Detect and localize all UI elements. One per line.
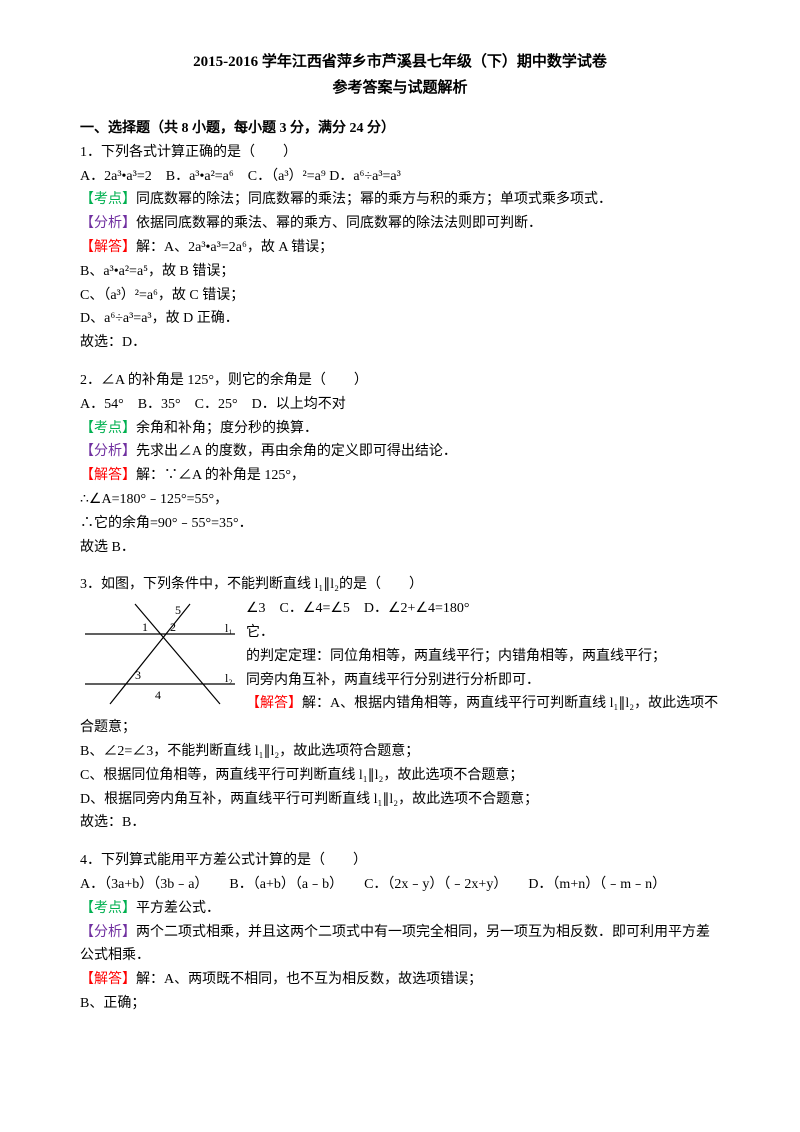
q1-options: A．2a³•a³=2 B．a³•a²=a⁶ C．（a³）²=a⁹ D．a⁶÷a³… [80,165,720,189]
fenxi-label: 【分析】 [80,925,136,940]
q3-stem: 3．如图，下列条件中，不能判断直线 l₁∥l₂的是（ ） [80,573,720,597]
q1-answer: 故选：D． [80,331,720,355]
q2-jieda: 【解答】解：∵∠A 的补角是 125°， [80,464,720,488]
q1-jieda4: D、a⁶÷a³=a³，故 D 正确． [80,307,720,331]
diagram-label-5: 5 [175,603,181,617]
kaodian-label: 【考点】 [80,901,136,916]
page-subtitle: 参考答案与试题解析 [80,76,720,102]
kaodian-label: 【考点】 [80,421,136,436]
q4-jieda: 【解答】解：A、两项既不相同，也不互为相反数，故选项错误； [80,968,720,992]
q2-jieda3: ∴它的余角=90°﹣55°=35°． [80,512,720,536]
diagram-label-1: 1 [142,620,148,634]
diagram-label-4: 4 [155,688,161,702]
q1-fenxi: 【分析】依据同底数幂的乘法、幂的乘方、同底数幂的除法法则即可判断． [80,212,720,236]
q1-kaodian-text: 同底数幂的除法；同底数幂的乘法；幂的乘方与积的乘方；单项式乘多项式． [136,192,612,207]
diagram-label-l1: l₁ [225,621,233,635]
q2-fenxi: 【分析】先求出∠A 的度数，再由余角的定义即可得出结论． [80,440,720,464]
geometry-diagram: 5 1 2 3 4 l₁ l₂ [80,599,240,709]
q2-kaodian-text: 余角和补角；度分秒的换算． [136,421,318,436]
diagram-label-2: 2 [170,620,176,634]
q4-kaodian-text: 平方差公式． [136,901,220,916]
jieda-label: 【解答】 [80,240,136,255]
q2-answer: 故选 B． [80,536,720,560]
diagram-label-l2: l₂ [225,671,233,685]
q4-jieda1: 解：A、两项既不相同，也不互为相反数，故选项错误； [136,972,482,987]
q2-fenxi-text: 先求出∠A 的度数，再由余角的定义即可得出结论． [136,444,457,459]
q4-fenxi: 【分析】两个二项式相乘，并且这两个二项式中有一项完全相同，另一项互为相反数．即可… [80,921,720,969]
q2-jieda2: ∴∠A=180°﹣125°=55°， [80,488,720,512]
jieda-label: 【解答】 [80,468,136,483]
question-2: 2．∠A 的补角是 125°，则它的余角是（ ） A．54° B．35° C．2… [80,369,720,559]
q1-fenxi-text: 依据同底数幂的乘法、幂的乘方、同底数幂的除法法则即可判断． [136,216,542,231]
page-title: 2015-2016 学年江西省萍乡市芦溪县七年级（下）期中数学试卷 [80,50,720,76]
fenxi-label: 【分析】 [80,216,136,231]
q1-stem: 1．下列各式计算正确的是（ ） [80,141,720,165]
q1-kaodian: 【考点】同底数幂的除法；同底数幂的乘法；幂的乘方与积的乘方；单项式乘多项式． [80,188,720,212]
question-3: 3．如图，下列条件中，不能判断直线 l₁∥l₂的是（ ） 5 1 2 3 4 l… [80,573,720,835]
q2-options: A．54° B．35° C．25° D．以上均不对 [80,393,720,417]
q4-jieda2: B、正确； [80,992,720,1016]
jieda-label: 【解答】 [246,696,302,711]
question-1: 1．下列各式计算正确的是（ ） A．2a³•a³=2 B．a³•a²=a⁶ C．… [80,141,720,355]
q4-kaodian: 【考点】平方差公式． [80,897,720,921]
q1-jieda1: 解：A、2a³•a³=2a⁶，故 A 错误； [136,240,333,255]
diagram-label-3: 3 [135,668,141,682]
q4-options: A．（3a+b）（3b﹣a） B．（a+b）（a﹣b） C．（2x﹣y）（﹣2x… [80,873,720,897]
q3-answer: 故选：B． [80,811,720,835]
q3-jieda3: C、根据同位角相等，两直线平行可判断直线 l₁∥l₂，故此选项不合题意； [80,764,720,788]
q3-jieda2: B、∠2=∠3，不能判断直线 l₁∥l₂，故此选项符合题意； [80,740,720,764]
q2-kaodian: 【考点】余角和补角；度分秒的换算． [80,417,720,441]
question-4: 4．下列算式能用平方差公式计算的是（ ） A．（3a+b）（3b﹣a） B．（a… [80,849,720,1016]
section-header: 一、选择题（共 8 小题，每小题 3 分，满分 24 分） [80,117,720,141]
q4-stem: 4．下列算式能用平方差公式计算的是（ ） [80,849,720,873]
q1-jieda2: B、a³•a²=a⁵，故 B 错误； [80,260,720,284]
q4-fenxi-text: 两个二项式相乘，并且这两个二项式中有一项完全相同，另一项互为相反数．即可利用平方… [80,925,710,964]
q1-jieda3: C、（a³）²=a⁶，故 C 错误； [80,284,720,308]
jieda-label: 【解答】 [80,972,136,987]
q2-jieda1: 解：∵∠A 的补角是 125°， [136,468,305,483]
q2-stem: 2．∠A 的补角是 125°，则它的余角是（ ） [80,369,720,393]
q3-jieda4: D、根据同旁内角互补，两直线平行可判断直线 l₁∥l₂，故此选项不合题意； [80,788,720,812]
q1-jieda: 【解答】解：A、2a³•a³=2a⁶，故 A 错误； [80,236,720,260]
kaodian-label: 【考点】 [80,192,136,207]
fenxi-label: 【分析】 [80,444,136,459]
